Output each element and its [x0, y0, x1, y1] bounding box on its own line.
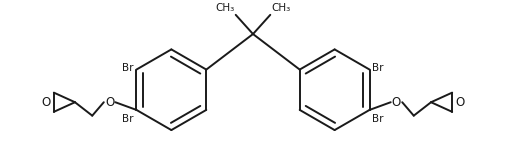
Text: Br: Br: [372, 63, 383, 73]
Text: O: O: [391, 96, 400, 109]
Text: Br: Br: [122, 114, 133, 124]
Text: O: O: [41, 96, 51, 109]
Text: Br: Br: [122, 63, 133, 73]
Text: CH₃: CH₃: [271, 3, 290, 13]
Text: O: O: [105, 96, 114, 109]
Text: Br: Br: [372, 114, 383, 124]
Text: O: O: [454, 96, 464, 109]
Text: CH₃: CH₃: [215, 3, 234, 13]
